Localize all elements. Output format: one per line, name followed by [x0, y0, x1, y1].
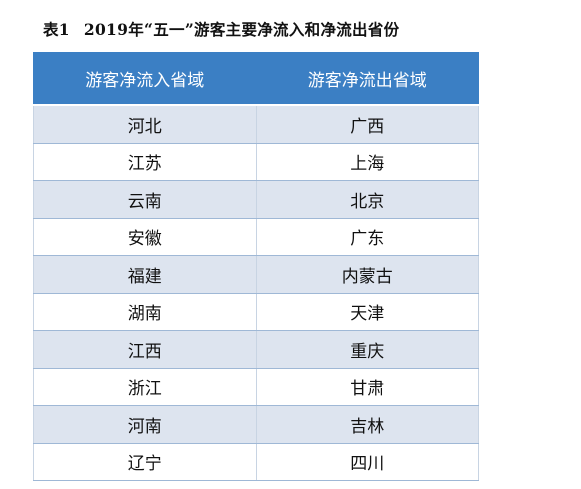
table-row: 江西 重庆 — [33, 330, 479, 369]
table-row: 湖南 天津 — [33, 292, 479, 331]
table-row: 江苏 上海 — [33, 142, 479, 181]
table-row: 辽宁 四川 — [33, 442, 479, 481]
table-row: 河南 吉林 — [33, 405, 479, 444]
table-row: 福建 内蒙古 — [33, 255, 479, 294]
inflow-cell: 江西 — [33, 330, 257, 369]
outflow-cell: 广东 — [255, 217, 479, 256]
table-row: 安徽 广东 — [33, 217, 479, 256]
inflow-cell: 辽宁 — [33, 442, 257, 481]
inflow-cell: 福建 — [33, 255, 257, 294]
inflow-cell: 云南 — [33, 180, 257, 219]
outflow-cell: 吉林 — [255, 405, 479, 444]
outflow-cell: 上海 — [255, 142, 479, 181]
outflow-cell: 内蒙古 — [255, 255, 479, 294]
inflow-cell: 浙江 — [33, 367, 257, 406]
table-title: 2019年“五一”游客主要净流入和净流出省份 — [83, 20, 400, 39]
inflow-cell: 安徽 — [33, 217, 257, 256]
outflow-cell: 天津 — [255, 292, 479, 331]
inflow-cell: 河北 — [33, 104, 257, 144]
header-inflow: 游客净流入省域 — [33, 52, 257, 106]
header-outflow: 游客净流出省域 — [255, 52, 479, 106]
outflow-cell: 广西 — [255, 104, 479, 144]
table-row: 云南 北京 — [33, 180, 479, 219]
header-row: 游客净流入省域 游客净流出省域 — [33, 52, 479, 106]
outflow-cell: 重庆 — [255, 330, 479, 369]
outflow-cell: 甘肃 — [255, 367, 479, 406]
inflow-cell: 河南 — [33, 405, 257, 444]
inflow-cell: 江苏 — [33, 142, 257, 181]
table-row: 河北 广西 — [33, 104, 479, 144]
outflow-cell: 北京 — [255, 180, 479, 219]
inflow-cell: 湖南 — [33, 292, 257, 331]
table-number: 表1 — [43, 20, 70, 39]
outflow-cell: 四川 — [255, 442, 479, 481]
province-flow-table: 游客净流入省域 游客净流出省域 河北 广西 江苏 上海 云南 北京 安徽 广东 … — [33, 52, 479, 481]
table-caption: 表1 2019年“五一”游客主要净流入和净流出省份 — [43, 18, 399, 40]
table-row: 浙江 甘肃 — [33, 367, 479, 406]
